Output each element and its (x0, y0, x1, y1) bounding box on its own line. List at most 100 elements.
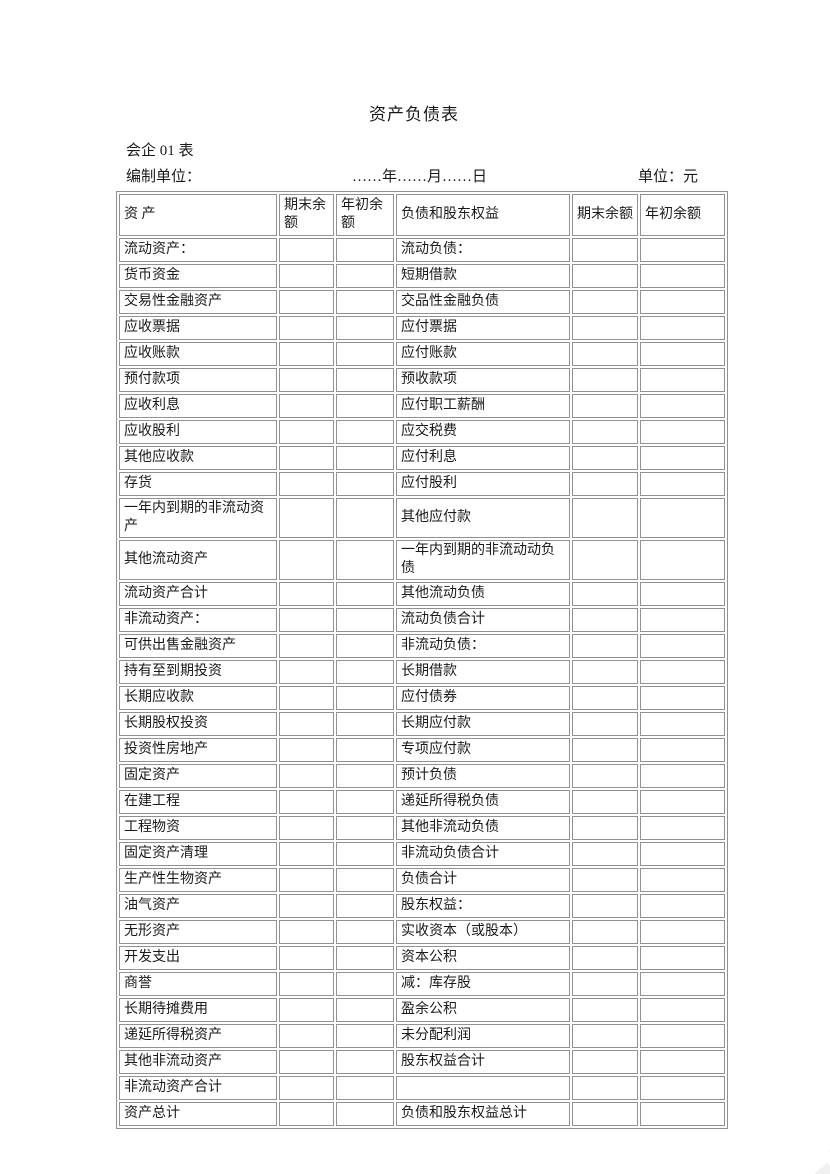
asset-ending-balance-cell[interactable] (279, 738, 334, 762)
liability-beginning-balance-cell[interactable] (640, 316, 725, 340)
liability-ending-balance-cell[interactable] (572, 264, 638, 288)
asset-ending-balance-cell[interactable] (279, 816, 334, 840)
asset-beginning-balance-cell[interactable] (336, 498, 394, 538)
liability-beginning-balance-cell[interactable] (640, 634, 725, 658)
asset-ending-balance-cell[interactable] (279, 316, 334, 340)
asset-beginning-balance-cell[interactable] (336, 420, 394, 444)
liability-beginning-balance-cell[interactable] (640, 1102, 725, 1126)
asset-beginning-balance-cell[interactable] (336, 790, 394, 814)
liability-ending-balance-cell[interactable] (572, 842, 638, 866)
liability-ending-balance-cell[interactable] (572, 920, 638, 944)
asset-ending-balance-cell[interactable] (279, 264, 334, 288)
asset-beginning-balance-cell[interactable] (336, 368, 394, 392)
liability-ending-balance-cell[interactable] (572, 1024, 638, 1048)
asset-beginning-balance-cell[interactable] (336, 738, 394, 762)
asset-beginning-balance-cell[interactable] (336, 290, 394, 314)
liability-ending-balance-cell[interactable] (572, 1050, 638, 1074)
asset-beginning-balance-cell[interactable] (336, 686, 394, 710)
asset-beginning-balance-cell[interactable] (336, 582, 394, 606)
asset-ending-balance-cell[interactable] (279, 790, 334, 814)
liability-beginning-balance-cell[interactable] (640, 498, 725, 538)
asset-ending-balance-cell[interactable] (279, 686, 334, 710)
liability-beginning-balance-cell[interactable] (640, 790, 725, 814)
asset-ending-balance-cell[interactable] (279, 290, 334, 314)
asset-beginning-balance-cell[interactable] (336, 660, 394, 684)
asset-ending-balance-cell[interactable] (279, 420, 334, 444)
asset-beginning-balance-cell[interactable] (336, 446, 394, 470)
asset-beginning-balance-cell[interactable] (336, 816, 394, 840)
asset-ending-balance-cell[interactable] (279, 712, 334, 736)
liability-beginning-balance-cell[interactable] (640, 238, 725, 262)
liability-beginning-balance-cell[interactable] (640, 582, 725, 606)
asset-beginning-balance-cell[interactable] (336, 634, 394, 658)
liability-beginning-balance-cell[interactable] (640, 738, 725, 762)
liability-ending-balance-cell[interactable] (572, 608, 638, 632)
liability-beginning-balance-cell[interactable] (640, 946, 725, 970)
asset-ending-balance-cell[interactable] (279, 998, 334, 1022)
asset-beginning-balance-cell[interactable] (336, 894, 394, 918)
liability-beginning-balance-cell[interactable] (640, 1024, 725, 1048)
asset-beginning-balance-cell[interactable] (336, 1024, 394, 1048)
liability-ending-balance-cell[interactable] (572, 394, 638, 418)
asset-beginning-balance-cell[interactable] (336, 868, 394, 892)
asset-beginning-balance-cell[interactable] (336, 1076, 394, 1100)
liability-beginning-balance-cell[interactable] (640, 290, 725, 314)
asset-ending-balance-cell[interactable] (279, 1050, 334, 1074)
liability-ending-balance-cell[interactable] (572, 420, 638, 444)
liability-ending-balance-cell[interactable] (572, 342, 638, 366)
liability-beginning-balance-cell[interactable] (640, 1076, 725, 1100)
liability-ending-balance-cell[interactable] (572, 972, 638, 996)
liability-ending-balance-cell[interactable] (572, 634, 638, 658)
liability-beginning-balance-cell[interactable] (640, 540, 725, 580)
liability-ending-balance-cell[interactable] (572, 1102, 638, 1126)
liability-beginning-balance-cell[interactable] (640, 264, 725, 288)
asset-ending-balance-cell[interactable] (279, 1102, 334, 1126)
asset-beginning-balance-cell[interactable] (336, 394, 394, 418)
liability-ending-balance-cell[interactable] (572, 238, 638, 262)
liability-beginning-balance-cell[interactable] (640, 998, 725, 1022)
liability-beginning-balance-cell[interactable] (640, 342, 725, 366)
asset-beginning-balance-cell[interactable] (336, 608, 394, 632)
asset-ending-balance-cell[interactable] (279, 368, 334, 392)
asset-beginning-balance-cell[interactable] (336, 342, 394, 366)
asset-ending-balance-cell[interactable] (279, 472, 334, 496)
liability-ending-balance-cell[interactable] (572, 998, 638, 1022)
asset-ending-balance-cell[interactable] (279, 498, 334, 538)
liability-beginning-balance-cell[interactable] (640, 446, 725, 470)
asset-ending-balance-cell[interactable] (279, 582, 334, 606)
liability-beginning-balance-cell[interactable] (640, 368, 725, 392)
liability-ending-balance-cell[interactable] (572, 946, 638, 970)
asset-ending-balance-cell[interactable] (279, 920, 334, 944)
asset-ending-balance-cell[interactable] (279, 842, 334, 866)
liability-ending-balance-cell[interactable] (572, 816, 638, 840)
asset-ending-balance-cell[interactable] (279, 764, 334, 788)
asset-ending-balance-cell[interactable] (279, 868, 334, 892)
liability-ending-balance-cell[interactable] (572, 738, 638, 762)
asset-beginning-balance-cell[interactable] (336, 712, 394, 736)
liability-ending-balance-cell[interactable] (572, 446, 638, 470)
asset-beginning-balance-cell[interactable] (336, 1102, 394, 1126)
asset-beginning-balance-cell[interactable] (336, 472, 394, 496)
liability-beginning-balance-cell[interactable] (640, 816, 725, 840)
liability-beginning-balance-cell[interactable] (640, 472, 725, 496)
liability-beginning-balance-cell[interactable] (640, 1050, 725, 1074)
liability-ending-balance-cell[interactable] (572, 582, 638, 606)
liability-ending-balance-cell[interactable] (572, 660, 638, 684)
liability-ending-balance-cell[interactable] (572, 790, 638, 814)
asset-beginning-balance-cell[interactable] (336, 842, 394, 866)
asset-ending-balance-cell[interactable] (279, 894, 334, 918)
asset-ending-balance-cell[interactable] (279, 342, 334, 366)
liability-ending-balance-cell[interactable] (572, 894, 638, 918)
asset-beginning-balance-cell[interactable] (336, 540, 394, 580)
liability-ending-balance-cell[interactable] (572, 290, 638, 314)
liability-beginning-balance-cell[interactable] (640, 972, 725, 996)
asset-beginning-balance-cell[interactable] (336, 1050, 394, 1074)
liability-beginning-balance-cell[interactable] (640, 764, 725, 788)
liability-beginning-balance-cell[interactable] (640, 420, 725, 444)
asset-ending-balance-cell[interactable] (279, 660, 334, 684)
liability-beginning-balance-cell[interactable] (640, 920, 725, 944)
liability-beginning-balance-cell[interactable] (640, 394, 725, 418)
asset-beginning-balance-cell[interactable] (336, 972, 394, 996)
liability-beginning-balance-cell[interactable] (640, 686, 725, 710)
liability-beginning-balance-cell[interactable] (640, 894, 725, 918)
